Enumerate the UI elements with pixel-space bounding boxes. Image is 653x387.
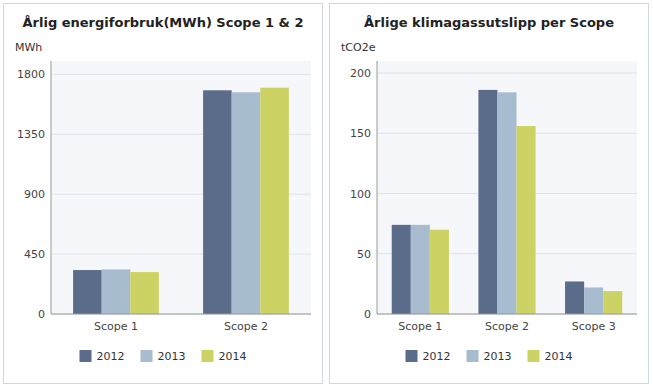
bar (392, 225, 411, 314)
legend: 2012 2013 2014 (80, 350, 247, 363)
chart-frame (330, 4, 649, 384)
y-axis-line (377, 61, 378, 314)
bar (260, 88, 289, 314)
x-tick-label: Scope 2 (485, 320, 529, 333)
bar (584, 287, 603, 314)
chart-frame (4, 4, 323, 384)
legend-swatch (406, 350, 418, 362)
bar (478, 90, 497, 314)
y-tick-label: 150 (350, 127, 371, 140)
y-tick-label: 1800 (17, 68, 45, 81)
bars (73, 88, 289, 314)
y-axis-line (51, 61, 52, 314)
x-tick-label: Scope 1 (94, 320, 138, 333)
chart: Årlige klimagassutslipp per Scope tCO2e 0 5… (329, 3, 649, 384)
legend-label: 2014 (219, 350, 247, 363)
plot-background (51, 61, 311, 314)
legend-swatch (80, 350, 92, 362)
y-axis-label: MWh (15, 41, 42, 54)
grid-line (377, 314, 637, 315)
y-tick-label: 100 (350, 188, 371, 201)
bar (203, 90, 232, 314)
legend-label: 2012 (97, 350, 125, 363)
grid-line (51, 314, 311, 315)
legend-swatch (202, 350, 214, 362)
bar (497, 92, 516, 314)
y-tick-label: 50 (357, 248, 371, 261)
bars (392, 90, 623, 314)
grid-line (51, 74, 311, 75)
bar (130, 272, 159, 314)
legend: 2012 2013 2014 (406, 350, 573, 363)
legend-label: 2013 (484, 350, 512, 363)
legend-label: 2014 (545, 350, 573, 363)
x-tick-label: Scope 2 (224, 320, 268, 333)
bar (232, 92, 261, 314)
legend-label: 2013 (158, 350, 186, 363)
y-tick-label: 0 (364, 308, 371, 321)
chart-row: Årlig energiforbruk(MWh) Scope 1 & 2 MWh 0… (0, 0, 653, 387)
x-tick-label: Scope 1 (398, 320, 442, 333)
legend-swatch (528, 350, 540, 362)
y-tick-label: 200 (350, 67, 371, 80)
bar (102, 269, 131, 314)
bar (517, 126, 536, 314)
x-axis-line (51, 314, 311, 315)
bar (73, 270, 102, 314)
x-tick-label: Scope 3 (572, 320, 616, 333)
y-tick-label: 900 (24, 188, 45, 201)
chart-title: Årlige klimagassutslipp per Scope (364, 15, 614, 30)
y-tick-label: 1350 (17, 128, 45, 141)
chart-title: Årlig energiforbruk(MWh) Scope 1 & 2 (23, 15, 304, 30)
bar (603, 291, 622, 314)
y-axis-label: tCO2e (341, 41, 376, 54)
x-axis-line (377, 314, 637, 315)
legend-label: 2012 (423, 350, 451, 363)
bar (411, 225, 430, 314)
chart: Årlig energiforbruk(MWh) Scope 1 & 2 MWh 0… (3, 3, 323, 384)
bar (430, 230, 449, 314)
legend-swatch (141, 350, 153, 362)
y-tick-label: 0 (38, 308, 45, 321)
grid-line (377, 73, 637, 74)
legend-swatch (467, 350, 479, 362)
page: {"chart_data": [ {"type": "bar", "title"… (0, 0, 653, 387)
bar (565, 281, 584, 314)
plot-background (377, 61, 637, 314)
y-tick-label: 450 (24, 248, 45, 261)
